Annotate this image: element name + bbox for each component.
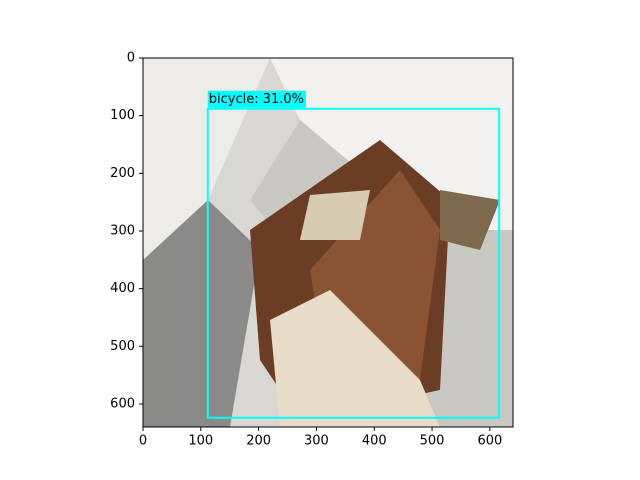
- photo: [143, 58, 513, 427]
- detection-label: bicycle: 31.0%: [209, 92, 304, 107]
- axes-frame: [142, 57, 514, 428]
- y-tick-label: 500: [110, 339, 135, 354]
- y-tick-label: 200: [110, 166, 135, 181]
- x-tick-label: 600: [477, 434, 502, 449]
- x-tick-label: 200: [246, 434, 271, 449]
- x-tick-label: 500: [420, 434, 445, 449]
- y-tick-label: 300: [110, 223, 135, 238]
- x-tick-label: 0: [139, 434, 147, 449]
- y-tick-label: 600: [110, 396, 135, 411]
- y-tick-label: 0: [127, 51, 135, 66]
- x-tick-label: 300: [304, 434, 329, 449]
- y-tick-label: 100: [110, 108, 135, 123]
- label-background: [207, 90, 307, 108]
- y-tick-label: 400: [110, 281, 135, 296]
- x-tick-label: 400: [362, 434, 387, 449]
- detection-box: [206, 107, 501, 419]
- x-tick-label: 100: [188, 434, 213, 449]
